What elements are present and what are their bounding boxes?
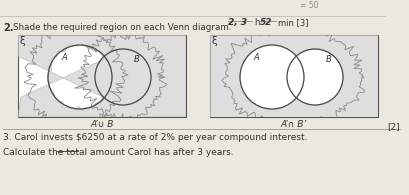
Bar (209, 35, 377, 117)
Circle shape (286, 49, 342, 105)
Text: A: A (252, 52, 258, 61)
Text: = 50: = 50 (299, 1, 318, 10)
Text: A’∩ B’: A’∩ B’ (280, 120, 306, 129)
Text: 3. Carol invests $6250 at a rate of 2% per year compound interest.: 3. Carol invests $6250 at a rate of 2% p… (3, 133, 307, 142)
Text: min [3]: min [3] (277, 18, 308, 27)
Text: Shade the required region on each Venn diagram.: Shade the required region on each Venn d… (13, 23, 231, 32)
Text: A’∪ B: A’∪ B (90, 120, 113, 129)
Text: B: B (134, 54, 139, 64)
Text: Calculate the total amount Carol has after 3 years.: Calculate the total amount Carol has aft… (3, 148, 233, 157)
Text: ξ: ξ (20, 36, 26, 46)
Text: B: B (325, 54, 331, 64)
Polygon shape (18, 35, 186, 117)
Text: A: A (61, 52, 67, 61)
Circle shape (239, 45, 303, 109)
Bar (18, 35, 186, 117)
Bar (209, 35, 377, 117)
Text: 2.: 2. (3, 23, 13, 33)
Text: h: h (254, 18, 259, 27)
Text: 52: 52 (259, 18, 272, 27)
Text: [2]: [2] (387, 122, 399, 131)
Text: ξ: ξ (211, 36, 217, 46)
Text: 2, 3: 2, 3 (227, 18, 246, 27)
